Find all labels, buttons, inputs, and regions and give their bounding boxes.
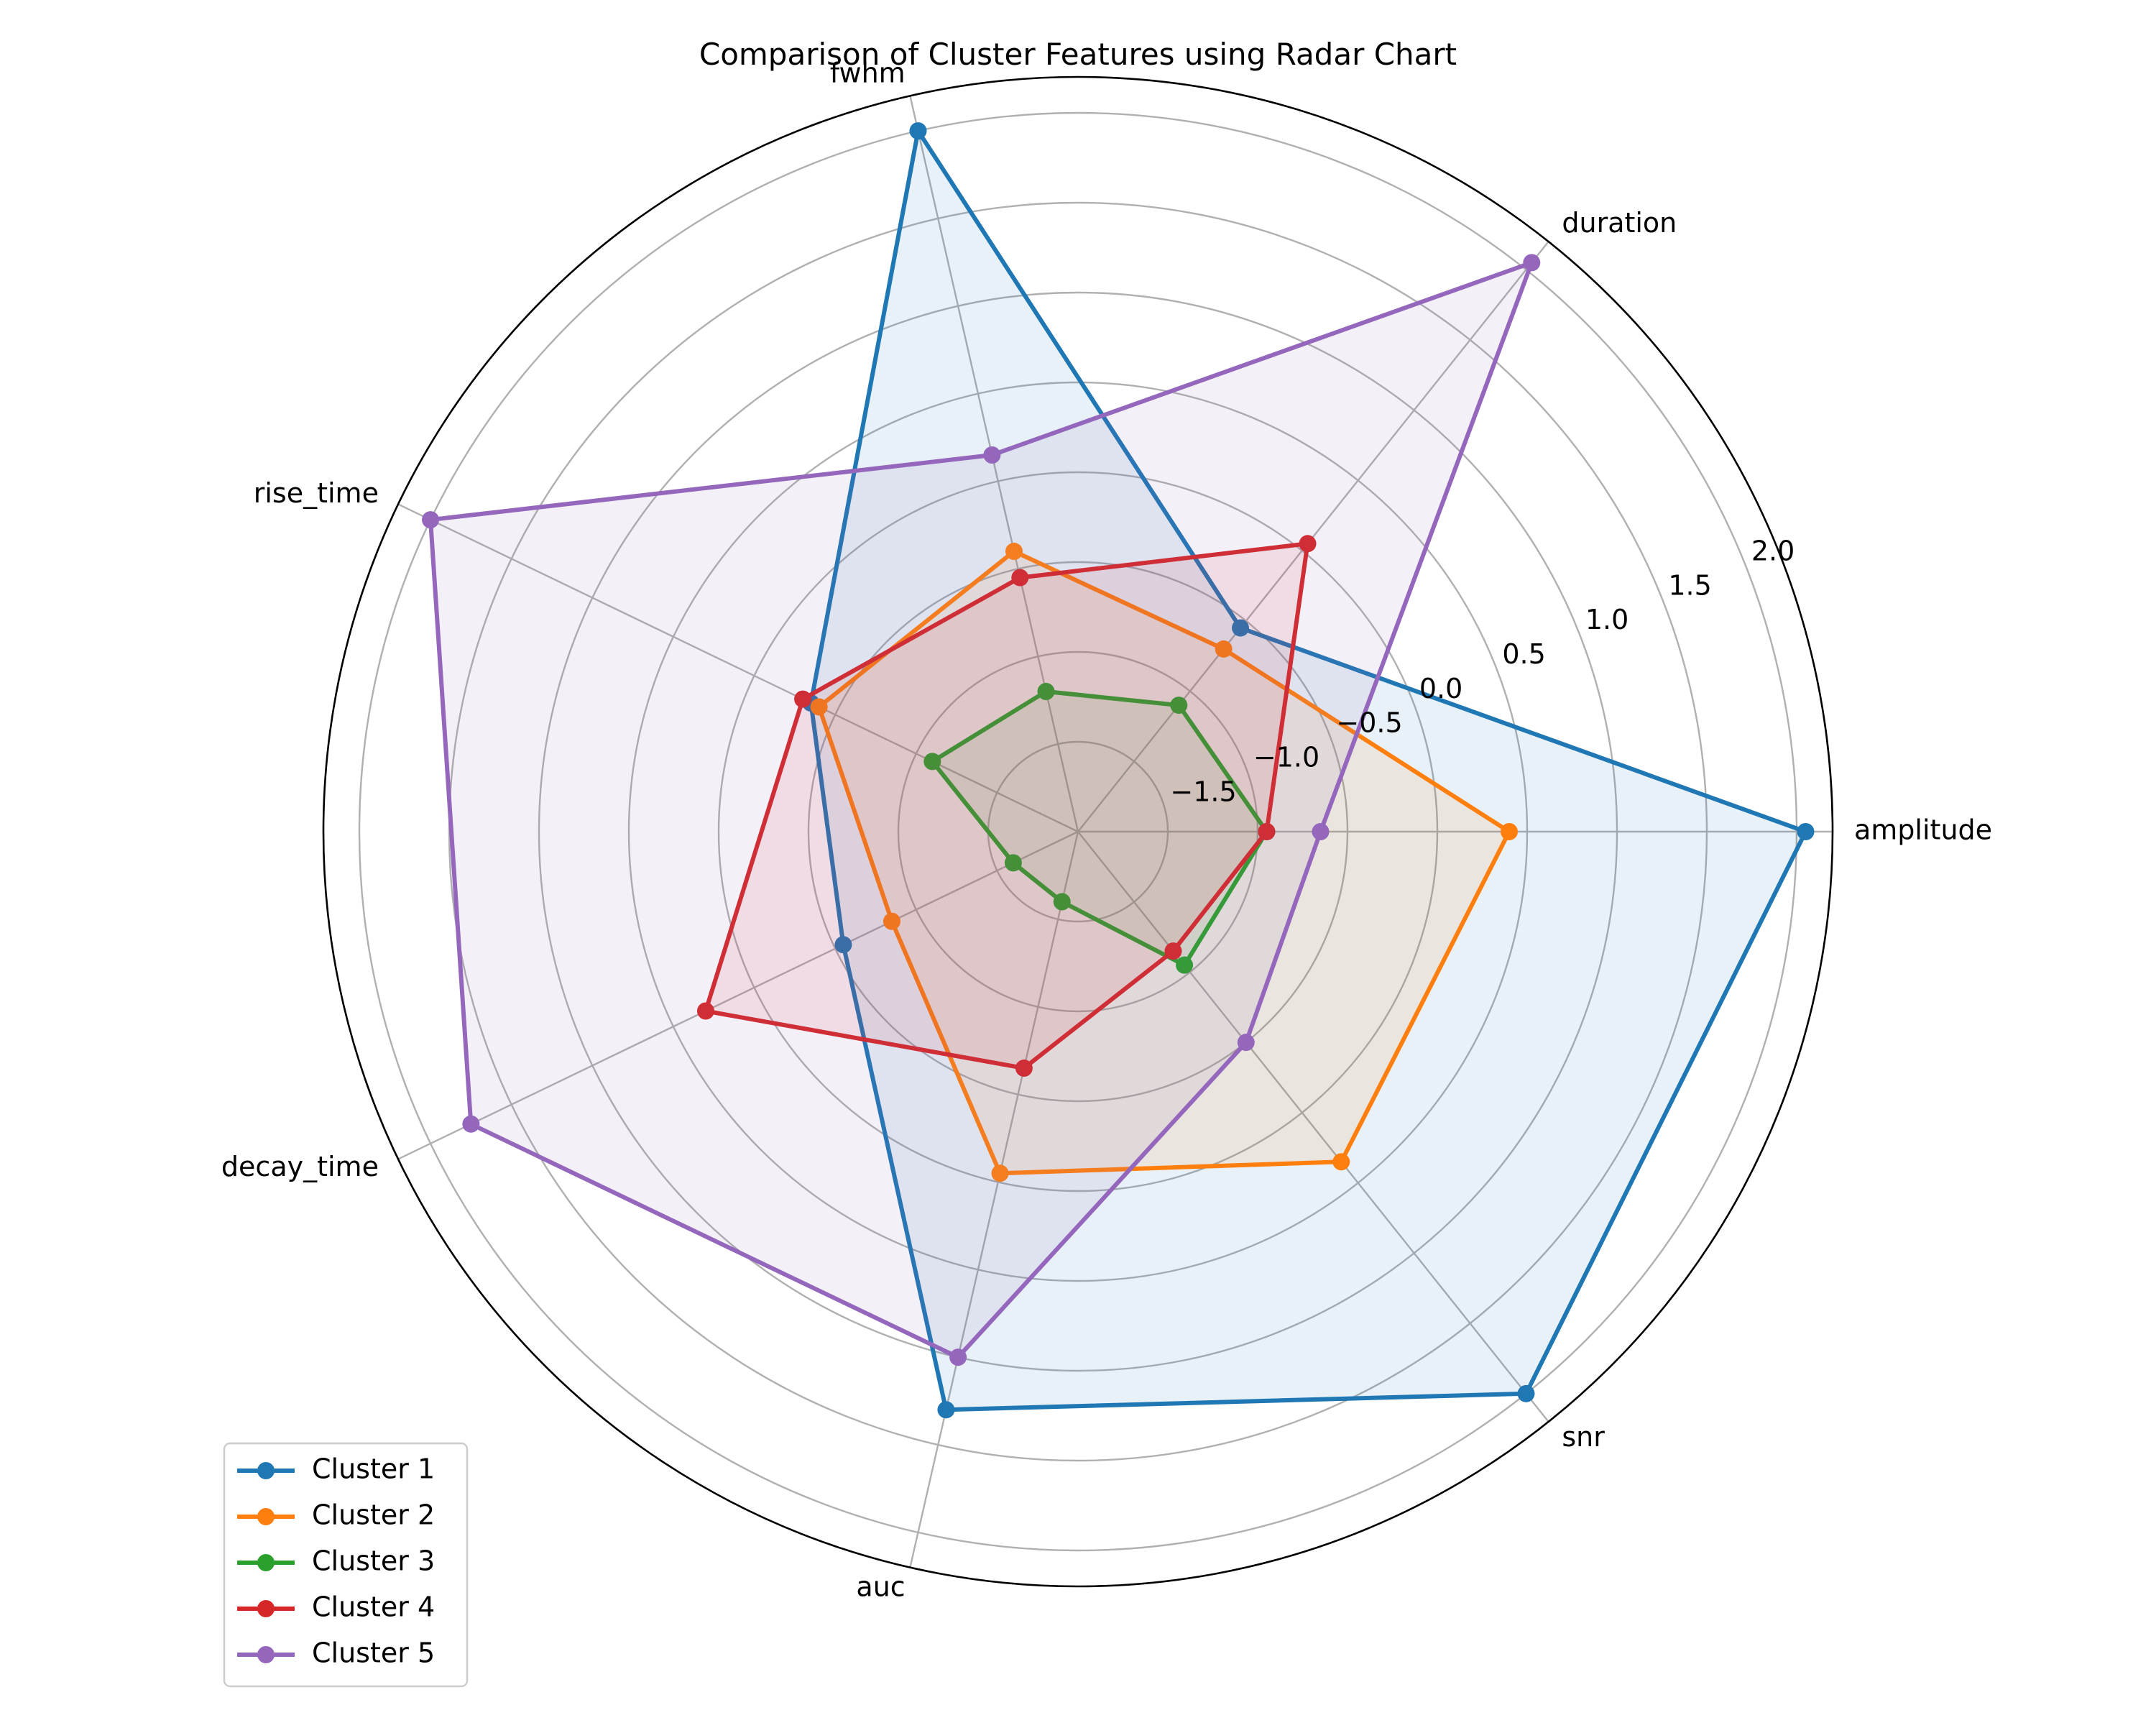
- series-2: [810, 543, 1518, 1182]
- series-4: [696, 535, 1317, 1077]
- chart-title: Comparison of Cluster Features using Rad…: [699, 37, 1457, 72]
- series-fill: [705, 543, 1308, 1068]
- series-line: [816, 549, 1511, 1176]
- label-layer: −1.5 −1.0 −0.5 0.0 0.5 1.0 1.5 2.0 amplitude dura…: [221, 58, 1992, 1603]
- data-point-duration: [1523, 254, 1541, 272]
- legend-label: Cluster 3: [312, 1545, 435, 1577]
- data-point-duration: [1170, 697, 1188, 714]
- data-point-snr: [1517, 1384, 1535, 1402]
- series-line: [428, 260, 1534, 1360]
- spoke-gridline: [1077, 241, 1549, 832]
- series-line: [703, 541, 1310, 1070]
- radial-tick-label: 0.5: [1502, 638, 1545, 670]
- series-fill: [811, 131, 1806, 1410]
- data-point-snr: [1332, 1153, 1350, 1171]
- spoke-gridline: [909, 831, 1079, 1568]
- legend: Cluster 1 Cluster 2 Cluster 3 Cluster 4 Clus…: [223, 1442, 469, 1688]
- axis-label-duration: duration: [1562, 207, 1677, 239]
- series-5: [422, 254, 1541, 1366]
- axis-label-rise-time: rise_time: [254, 477, 379, 509]
- data-point-rise-time: [794, 690, 812, 708]
- legend-swatch-marker: [257, 1508, 275, 1525]
- data-point-duration: [1215, 640, 1233, 658]
- legend-entry: Cluster 3: [237, 1545, 435, 1577]
- data-point-fwhm: [1011, 569, 1029, 587]
- spoke-gridline: [397, 503, 1079, 833]
- data-point-duration: [1299, 535, 1317, 553]
- axis-label-snr: snr: [1562, 1421, 1605, 1453]
- radial-tick-label: 1.0: [1585, 604, 1628, 635]
- legend-label: Cluster 2: [312, 1499, 435, 1531]
- axis-label-amplitude: amplitude: [1854, 814, 1992, 846]
- radial-tick-label: −0.5: [1336, 707, 1402, 739]
- data-point-auc: [949, 1348, 967, 1366]
- data-point-auc: [937, 1401, 955, 1419]
- legend-frame: [223, 1442, 469, 1688]
- legend-swatch-marker: [257, 1646, 275, 1663]
- axis-label-fwhm: fwhm: [830, 58, 906, 89]
- data-point-amplitude: [1797, 823, 1815, 840]
- legend-entry: Cluster 1: [237, 1453, 435, 1485]
- radial-tick-label: −1.5: [1170, 776, 1236, 807]
- data-point-duration: [1232, 619, 1250, 637]
- legend-entry: Cluster 4: [237, 1591, 435, 1623]
- data-point-auc: [1015, 1060, 1033, 1077]
- data-point-auc: [991, 1164, 1009, 1182]
- data-point-snr: [1176, 956, 1194, 974]
- data-point-auc: [1053, 893, 1071, 911]
- spoke-gridline: [909, 96, 1079, 832]
- radial-tick-label: 0.0: [1419, 673, 1462, 704]
- spoke-gridline: [1077, 831, 1549, 1423]
- data-point-fwhm: [1037, 683, 1055, 701]
- series-fill: [430, 262, 1532, 1358]
- legend-entry: Cluster 2: [237, 1499, 435, 1531]
- spoke-gridline: [397, 830, 1079, 1160]
- data-point-rise-time: [422, 511, 440, 529]
- series-line: [930, 689, 1269, 968]
- axis-label-decay-time: decay_time: [221, 1151, 379, 1182]
- legend-label: Cluster 1: [312, 1453, 435, 1485]
- series-fill: [932, 691, 1267, 965]
- data-point-decay-time: [883, 912, 900, 930]
- data-point-fwhm: [983, 446, 1001, 464]
- data-point-fwhm: [909, 122, 927, 140]
- data-point-fwhm: [1005, 543, 1023, 561]
- radial-tick-label: 1.5: [1668, 569, 1711, 601]
- radial-tick-label: 2.0: [1751, 535, 1795, 566]
- data-point-snr: [1164, 942, 1182, 960]
- data-point-amplitude: [1312, 823, 1330, 840]
- data-point-decay-time: [834, 936, 852, 954]
- series-layer: [422, 122, 1815, 1419]
- axis-label-auc: auc: [856, 1571, 905, 1602]
- data-point-decay-time: [696, 1002, 714, 1020]
- data-point-decay-time: [1004, 854, 1022, 872]
- data-point-decay-time: [462, 1115, 480, 1133]
- series-fill: [819, 551, 1509, 1174]
- outer-frame: [322, 75, 1834, 1588]
- grid-layer: [322, 75, 1834, 1588]
- legend-swatch-marker: [257, 1462, 275, 1479]
- legend-swatch-marker: [257, 1600, 275, 1617]
- data-point-rise-time: [810, 698, 828, 716]
- series-1: [802, 122, 1815, 1419]
- data-point-amplitude: [1501, 823, 1518, 840]
- data-point-snr: [1237, 1034, 1255, 1052]
- radial-tick-label: −1.0: [1253, 741, 1319, 773]
- legend-swatch-marker: [257, 1554, 275, 1571]
- series-line: [808, 129, 1808, 1412]
- legend-label: Cluster 5: [312, 1637, 435, 1669]
- legend-entry: Cluster 5: [237, 1637, 435, 1669]
- data-point-rise-time: [923, 753, 941, 771]
- data-point-amplitude: [1258, 823, 1276, 840]
- legend-label: Cluster 4: [312, 1591, 435, 1623]
